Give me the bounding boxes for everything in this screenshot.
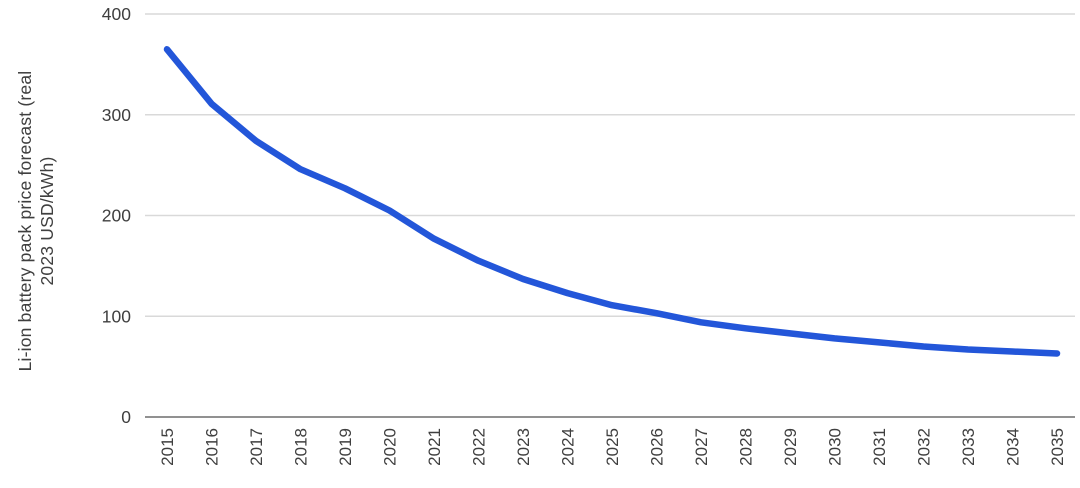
y-tick-label: 100 (102, 306, 131, 326)
x-tick-label: 2023 (514, 428, 533, 466)
x-tick-label: 2035 (1048, 428, 1067, 466)
x-tick-label: 2019 (336, 428, 355, 466)
x-tick-label: 2025 (603, 428, 622, 466)
y-tick-label: 400 (102, 4, 131, 24)
x-tick-label: 2030 (826, 428, 845, 466)
price-forecast-line (163, 46, 1061, 357)
x-tick-label: 2034 (1004, 428, 1023, 466)
x-tick-label: 2032 (915, 428, 934, 466)
x-tick-label: 2026 (648, 428, 667, 466)
x-tick-label: 2018 (292, 428, 311, 466)
x-tick-label: 2017 (247, 428, 266, 466)
x-tick-label: 2029 (781, 428, 800, 466)
y-tick-label: 0 (121, 407, 131, 427)
x-tick-label: 2024 (559, 428, 578, 466)
x-tick-label: 2021 (425, 428, 444, 466)
x-tick-label: 2020 (381, 428, 400, 466)
x-tick-label: 2022 (470, 428, 489, 466)
x-tick-label: 2028 (737, 428, 756, 466)
x-tick-label: 2016 (203, 428, 222, 466)
x-tick-label: 2015 (158, 428, 177, 466)
x-tick-label: 2027 (692, 428, 711, 466)
y-tick-label: 300 (102, 105, 131, 125)
x-tick-label: 2031 (870, 428, 889, 466)
x-tick-label: 2033 (959, 428, 978, 466)
y-tick-label: 200 (102, 206, 131, 226)
